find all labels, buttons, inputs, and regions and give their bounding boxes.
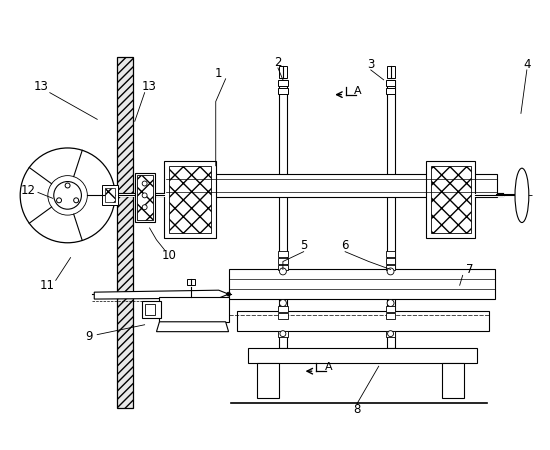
Bar xyxy=(279,66,287,78)
Bar xyxy=(386,88,395,94)
Bar xyxy=(166,174,497,198)
Circle shape xyxy=(48,176,87,215)
Polygon shape xyxy=(94,290,229,299)
Bar xyxy=(169,166,211,233)
Circle shape xyxy=(20,148,115,243)
Text: 13: 13 xyxy=(142,80,157,93)
Text: 1: 1 xyxy=(215,68,222,81)
Bar xyxy=(386,251,395,256)
Bar xyxy=(386,331,395,337)
Bar xyxy=(102,185,118,205)
Bar xyxy=(117,57,133,408)
Bar xyxy=(278,306,288,312)
Text: A: A xyxy=(354,86,362,96)
Circle shape xyxy=(280,331,286,337)
Bar xyxy=(386,257,395,264)
Polygon shape xyxy=(157,322,229,332)
Bar xyxy=(278,257,288,264)
Bar xyxy=(386,306,395,312)
Circle shape xyxy=(142,193,147,198)
Bar xyxy=(257,363,279,398)
Bar xyxy=(387,66,394,78)
Text: 12: 12 xyxy=(20,184,36,197)
Circle shape xyxy=(279,268,287,275)
Bar xyxy=(160,297,229,322)
Circle shape xyxy=(54,181,81,209)
Bar xyxy=(187,279,195,285)
Bar xyxy=(431,166,471,233)
Text: 13: 13 xyxy=(34,80,48,93)
Bar xyxy=(386,265,395,270)
Bar xyxy=(137,175,152,220)
Text: 5: 5 xyxy=(300,239,307,252)
Circle shape xyxy=(387,268,394,275)
Bar xyxy=(278,313,288,319)
Bar xyxy=(249,348,477,363)
Circle shape xyxy=(142,205,147,210)
Bar xyxy=(442,363,464,398)
Circle shape xyxy=(57,198,62,203)
Bar xyxy=(145,304,155,315)
Bar xyxy=(229,270,495,299)
Bar xyxy=(142,301,161,318)
Circle shape xyxy=(387,300,394,306)
Bar xyxy=(426,161,476,238)
Bar xyxy=(278,88,288,94)
Text: 3: 3 xyxy=(367,58,375,71)
Bar xyxy=(387,80,394,348)
Text: 4: 4 xyxy=(523,58,531,71)
Circle shape xyxy=(65,183,70,188)
Text: 11: 11 xyxy=(40,279,54,292)
Circle shape xyxy=(279,300,287,306)
Text: 9: 9 xyxy=(86,330,93,343)
Text: 6: 6 xyxy=(342,239,349,252)
Bar xyxy=(278,80,288,86)
Bar xyxy=(279,80,287,348)
Bar xyxy=(386,313,395,319)
Text: 10: 10 xyxy=(162,249,177,262)
Bar xyxy=(164,161,216,238)
Circle shape xyxy=(74,198,79,203)
Bar xyxy=(278,331,288,337)
Bar xyxy=(238,311,490,331)
Text: 2: 2 xyxy=(274,55,282,68)
Circle shape xyxy=(227,292,230,296)
Bar xyxy=(135,173,155,222)
Text: 8: 8 xyxy=(353,403,361,416)
Ellipse shape xyxy=(515,168,529,223)
Text: 7: 7 xyxy=(466,263,474,276)
Circle shape xyxy=(388,331,393,337)
Bar xyxy=(105,189,115,202)
Bar xyxy=(386,80,395,86)
Bar xyxy=(278,251,288,256)
Text: A: A xyxy=(324,362,332,372)
Circle shape xyxy=(142,181,147,186)
Bar xyxy=(278,265,288,270)
